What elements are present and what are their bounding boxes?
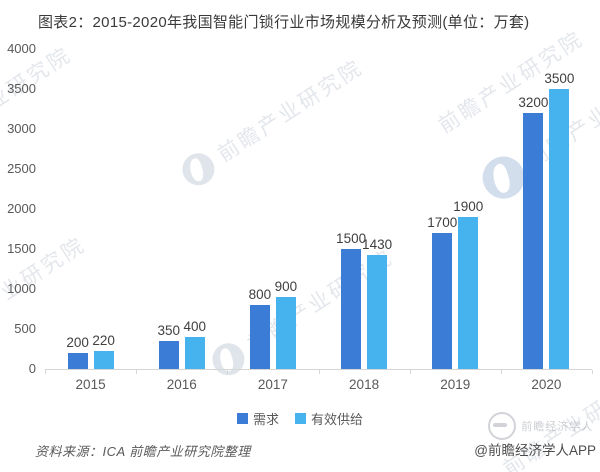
bar-value-label: 350	[157, 323, 181, 338]
brand-label: @前瞻经济学人APP	[474, 443, 596, 458]
x-axis-label: 2018	[349, 377, 380, 392]
brand-stamp-faint-text: 前瞻经济学人	[521, 421, 594, 433]
x-axis-tick	[409, 370, 411, 374]
bar-value-label: 1430	[362, 236, 393, 252]
y-axis-label: 4000	[7, 41, 36, 56]
x-axis-label: 2016	[166, 377, 197, 392]
y-axis-label: 500	[14, 321, 36, 336]
bar-value-label: 1500	[336, 231, 367, 246]
bar-2015-有效供给: 220	[92, 333, 115, 369]
y-axis-label: 3000	[7, 121, 36, 136]
legend-item-需求: 需求	[236, 409, 279, 428]
legend-swatch-icon	[295, 413, 306, 424]
brand-stamp-faint: 前瞻经济学人	[488, 412, 596, 440]
bar-2016-有效供给: 400	[183, 319, 206, 369]
bar-value-label: 3500	[544, 71, 575, 86]
y-axis-label: 3500	[7, 81, 36, 96]
chart-title: 图表2：2015-2020年我国智能门锁行业市场规模分析及预测(单位：万套)	[38, 14, 530, 31]
bar-2018-有效供给: 1430	[362, 237, 392, 369]
chart-legend: 需求 有效供给	[0, 409, 600, 428]
brand-stamp: 前瞻经济学人 @前瞻经济学人APP	[474, 412, 596, 459]
x-axis-tick	[592, 370, 593, 374]
bar-2015-需求: 200	[66, 335, 89, 369]
legend-swatch-icon	[236, 413, 248, 424]
x-axis-tick	[318, 370, 320, 374]
bar-2019-需求: 1700	[427, 215, 457, 369]
bar-value-label: 1900	[453, 199, 484, 214]
y-axis-label: 2500	[7, 161, 36, 176]
x-axis-label: 2017	[257, 377, 288, 392]
y-axis-label: 1500	[7, 241, 36, 256]
y-axis-label: 2000	[7, 201, 36, 216]
bar-2016-需求: 350	[157, 323, 180, 369]
plot-area: 200 220 350 400 800 900 1500 1430 1700 1900 3200 35…	[45, 49, 593, 374]
bar-value-label: 900	[274, 279, 298, 294]
bar-value-label: 1700	[427, 215, 458, 230]
y-axis-label: 0	[28, 361, 36, 376]
bar-2020-有效供给: 3500	[544, 71, 574, 369]
bar-2020-需求: 3200	[518, 95, 548, 369]
bar-2019-有效供给: 1900	[453, 199, 483, 369]
legend-label: 有效供给	[311, 412, 364, 427]
x-axis-tick	[227, 370, 229, 374]
bar-value-label: 400	[183, 319, 207, 334]
bar-2017-有效供给: 900	[275, 279, 297, 369]
bar-value-label: 220	[92, 333, 115, 349]
qianzhan-app-logo-icon	[488, 412, 517, 440]
x-axis-tick	[136, 370, 138, 374]
bar-value-label: 800	[248, 287, 272, 302]
bar-2018-需求: 1500	[336, 231, 366, 369]
x-axis-label: 2015	[75, 377, 106, 392]
legend-item-有效供给: 有效供给	[295, 409, 363, 428]
y-axis-label: 1000	[7, 281, 36, 296]
source-note: 资料来源：ICA 前瞻产业研究院整理	[35, 444, 251, 459]
legend-label: 需求	[252, 412, 279, 427]
bar-value-label: 3200	[518, 95, 549, 110]
bar-value-label: 200	[66, 335, 89, 350]
x-axis-tick	[45, 370, 46, 374]
x-axis-label: 2019	[440, 377, 471, 392]
bar-2017-需求: 800	[249, 287, 271, 369]
x-axis-label: 2020	[531, 377, 562, 392]
x-axis-tick	[500, 370, 502, 374]
